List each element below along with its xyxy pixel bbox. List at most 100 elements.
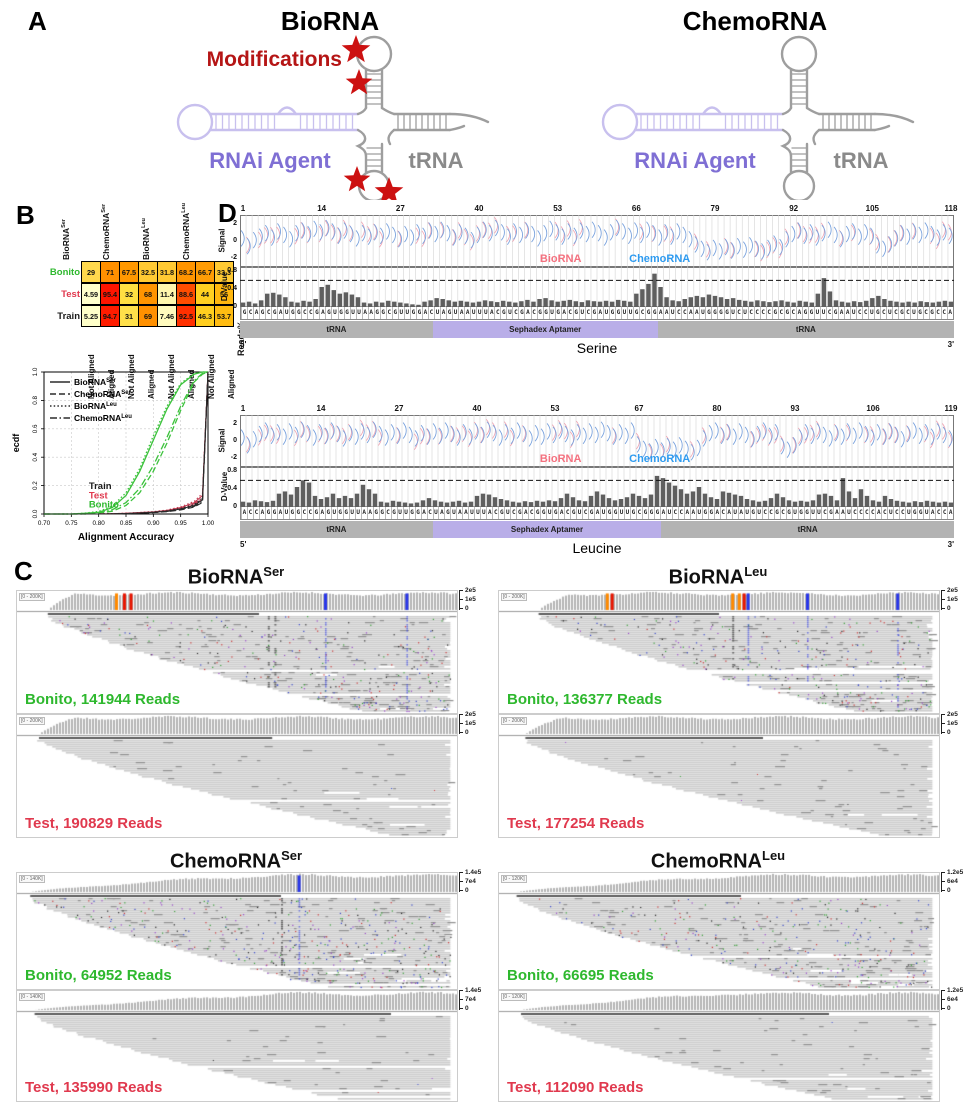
igv-title-sup: Leu — [744, 564, 768, 579]
sequence-letter: U — [741, 307, 748, 319]
sequence-letter: A — [360, 507, 367, 519]
sequence-letter: U — [887, 507, 893, 519]
ecdf-ylabel: ecdf — [11, 433, 21, 453]
sequence-letter: U — [669, 307, 675, 319]
igv-track-canvas — [17, 873, 457, 989]
series-label-biorna: BioRNA — [539, 253, 582, 265]
rnai-agent-label: RNAi Agent — [209, 148, 331, 173]
sequence-letter: C — [427, 307, 434, 319]
sequence-letter: U — [354, 507, 361, 519]
sequence-letter: C — [675, 307, 681, 319]
panel-a-label: A — [28, 6, 47, 36]
sequence-letter: A — [683, 507, 690, 519]
sequence-letter: C — [426, 507, 433, 519]
ecdf-x-tick: 0.85 — [120, 520, 133, 527]
heatmap-cell: 31 — [119, 305, 139, 327]
sequence-letter: G — [612, 507, 618, 519]
trna-curl-left — [780, 128, 793, 158]
coverage-scale-line — [459, 590, 460, 610]
sequence-letter: U — [695, 507, 702, 519]
igv-track: [0 - 140K] Bonito, 64952 Reads 1.4e5 7e4 0 — [16, 869, 481, 990]
sequence-letter: G — [378, 507, 385, 519]
annotation-track: tRNA Sephadex Aptamer tRNA — [240, 521, 954, 538]
sequence-letter: C — [904, 307, 910, 319]
sequence-letter: A — [833, 507, 839, 519]
sequence-letter: U — [331, 307, 337, 319]
sequence-letter: G — [827, 507, 833, 519]
igv-track: [0 - 200K] Test, 177254 Reads 2e5 1e5 0 — [498, 711, 958, 838]
plot-name-row: 5' Leucine 3' — [240, 540, 954, 558]
sequence-letter: C — [934, 307, 941, 319]
sequence-letter: G — [264, 507, 271, 519]
position-tick: 14 — [317, 204, 327, 213]
sequence-letter: U — [506, 307, 512, 319]
heatmap-row: Bonito 29 71 67.5 32.5 31.8 68.2 66.7 33.3 — [46, 261, 234, 284]
sequence-letter: U — [348, 507, 355, 519]
dvalue-axis-tick: 0 — [233, 503, 237, 510]
igv-track-canvas — [499, 591, 939, 713]
position-tick: 119 — [944, 404, 958, 413]
coverage-scale-label: 2e5 — [947, 711, 958, 718]
sequence-letter: C — [566, 307, 573, 319]
sequence-letter: G — [783, 307, 790, 319]
igv-track: [0 - 120K] Bonito, 66695 Reads 1.2e5 6e4 0 — [498, 869, 963, 990]
sequence-letter: A — [844, 307, 850, 319]
sequence-letter: C — [941, 507, 947, 519]
igv-track: [0 - 120K] Test, 112090 Reads 1.2e5 6e4 0 — [498, 987, 963, 1102]
dvalue-track: BioRNA ChemoRNA D-Value 0.8 0.4 0 — [220, 253, 954, 310]
sequence-letter: U — [813, 307, 820, 319]
coverage-scale-tick — [459, 723, 463, 724]
coverage-scale-tick — [941, 881, 945, 882]
sequence-letter: A — [258, 507, 265, 519]
series-label-chemorna: ChemoRNA — [629, 253, 691, 265]
sequence-letter: C — [300, 507, 307, 519]
sequence-letter: G — [324, 507, 331, 519]
sequence-letter: G — [803, 507, 810, 519]
sequence-letter: U — [868, 307, 874, 319]
sequence-letter: G — [379, 307, 386, 319]
igv-range-label: [0 - 140K] — [19, 993, 45, 1001]
sequence-letter: A — [421, 307, 428, 319]
sequence-letter: G — [773, 507, 780, 519]
sequence-letter: C — [510, 507, 516, 519]
sequence-letter: C — [677, 507, 684, 519]
sequence-letter: C — [252, 507, 259, 519]
ecdf-y-tick: 0.6 — [32, 424, 39, 433]
plot-name-row: 5' Serine 3' — [240, 340, 954, 358]
coverage-scale-tick — [941, 608, 945, 609]
reads-count-label: Test, 177254 Reads — [507, 815, 645, 832]
sequence-letter: G — [590, 307, 597, 319]
sequence-letter: A — [947, 507, 953, 519]
sequence-letter: C — [639, 307, 645, 319]
sequence-letter: G — [874, 307, 880, 319]
sequence-letter: G — [552, 507, 558, 519]
alignment-heatmap: BioRNASer ChemoRNASer BioRNALeu ChemoRNALeu… — [8, 203, 246, 406]
sequence-letter: A — [558, 507, 564, 519]
sequence-letter: A — [486, 507, 492, 519]
coverage-scale-label: 1.4e5 — [465, 987, 482, 994]
signal-axis-tick: -2 — [230, 454, 237, 462]
sequence-letter: C — [681, 307, 687, 319]
annotation-trna: tRNA — [661, 521, 954, 538]
sequence-letter: G — [536, 307, 543, 319]
sequence-letter: G — [928, 307, 935, 319]
igv-range-label: [0 - 200K] — [501, 717, 527, 725]
ecdf-y-tick: 1.0 — [32, 367, 39, 376]
ecdf-legend-entry: BioRNALeu — [74, 401, 117, 411]
sequence-letter: G — [498, 507, 504, 519]
igv-track-canvas — [499, 991, 939, 1101]
sequence-letter: A — [456, 507, 462, 519]
sequence-letter: U — [403, 307, 410, 319]
coverage-scale-line — [941, 590, 942, 610]
heatmap-row: Test 4.59 95.4 32 68 11.4 88.6 44 56 — [46, 283, 234, 306]
sequence-letter: G — [832, 307, 838, 319]
igv-track: [0 - 200K] Bonito, 136377 Reads 2e5 1e5 0 — [498, 587, 958, 714]
coverage-scale-tick — [459, 881, 463, 882]
sequence-letter: G — [647, 507, 654, 519]
coverage-scale-line — [941, 990, 942, 1010]
signal-track: Signal 2 0 -2 — [218, 215, 954, 267]
coverage-scale-label: 0 — [947, 887, 951, 894]
sequence-letter: G — [312, 507, 319, 519]
sequence-letter: C — [246, 507, 253, 519]
igv-title-biornaser: BioRNASer — [16, 564, 456, 590]
